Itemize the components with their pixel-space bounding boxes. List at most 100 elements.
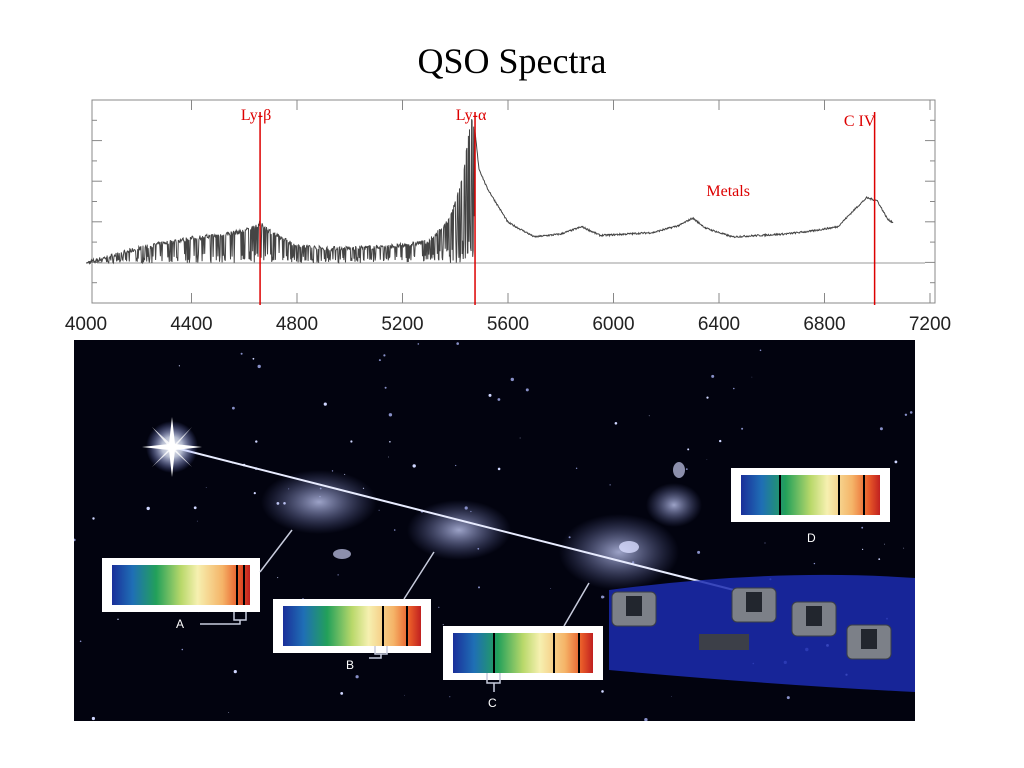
star [91,716,95,721]
star [404,694,405,696]
x-tick-label: 5200 [381,314,423,335]
galaxy [673,462,685,478]
annotation-label: Ly-β [241,107,271,124]
quasar-icon [142,417,202,477]
star [884,543,885,545]
star [786,696,790,700]
star [412,464,416,468]
star [644,718,648,721]
star [510,377,514,382]
star [253,492,256,495]
star [671,696,672,697]
star [117,618,119,620]
star [603,596,605,598]
star [697,550,701,554]
star [323,402,327,406]
x-tick-label: 4800 [276,314,318,335]
star [861,526,864,529]
connector-lines [200,529,590,692]
star [878,558,881,560]
star [378,509,380,511]
label-c: C [488,696,497,710]
label-d: D [807,531,816,545]
slide-title: QSO Spectra [417,41,607,81]
star [706,396,709,399]
star [252,357,255,360]
star [456,342,460,345]
star [706,459,708,460]
qso-sightline-illustration: A B C D [74,340,915,721]
label-a: A [176,617,184,631]
emission-line-markers: Ly-β Ly-α C IV Metals [241,107,876,305]
star [178,365,180,367]
star [277,577,279,579]
spectrum-panel-c [443,626,603,680]
star [193,506,197,510]
star [389,441,391,443]
star [257,364,261,369]
star [384,386,387,389]
star [550,588,552,589]
star [862,548,864,550]
star [764,542,766,544]
star [894,460,898,464]
star [497,467,501,471]
star [228,712,230,713]
x-tick-labels: 4000 4400 4800 5200 5600 6000 6400 6800 7200 [65,314,951,335]
spectrum-panel-d [731,468,890,522]
star [687,448,690,451]
star [719,439,722,443]
star [442,624,444,626]
star [240,352,243,355]
star [685,468,688,470]
star [449,696,451,698]
telescope-platform [609,574,915,692]
star [601,595,604,599]
star [614,422,618,425]
star [488,393,492,397]
star [233,670,237,674]
x-tick-label: 6400 [698,314,740,335]
star [205,487,207,488]
spectrum-panel-b [273,599,431,653]
star [904,413,908,416]
x-tick-label: 6000 [592,314,634,335]
spectrum-panel-a [102,558,260,612]
spectrum-line [86,119,894,266]
annotation-label: Ly-α [456,107,487,124]
sightline-beam [171,446,735,591]
star [232,406,235,410]
tick-marks [92,99,935,304]
star [196,520,198,522]
star [340,692,344,695]
galaxy [333,549,351,559]
label-b: B [346,658,354,672]
star [575,467,578,469]
star [525,388,529,392]
star [879,427,883,431]
star [751,376,753,378]
gas-cloud-a [261,470,377,534]
star [455,464,457,467]
star [648,415,650,417]
x-tick-label: 4000 [65,314,107,335]
star [733,387,735,390]
star [383,354,386,357]
star [337,574,339,576]
x-tick-label: 7200 [909,314,951,335]
star [350,440,353,443]
annotation-label: Metals [706,183,750,200]
star [609,484,611,486]
star [146,506,150,511]
star [519,437,521,439]
chart-frame [91,99,936,304]
annotation-label: C IV [844,113,876,130]
star [909,411,913,414]
star [388,413,393,417]
star [601,690,604,693]
star [497,398,501,401]
galaxy [619,541,639,553]
star [74,538,76,542]
telescope-array [611,587,892,660]
x-tick-label: 5600 [487,314,529,335]
